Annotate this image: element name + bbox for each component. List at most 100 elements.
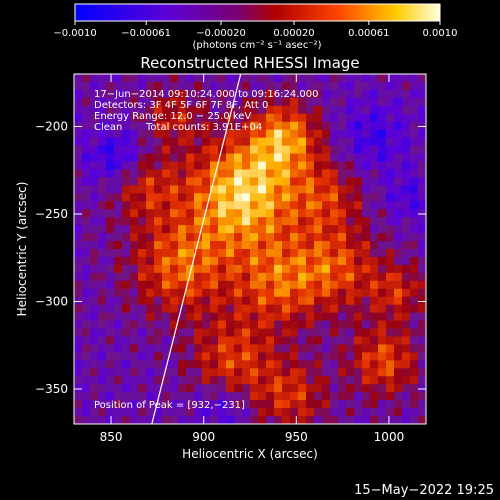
heatmap-cell [266, 416, 275, 424]
heatmap-cell [346, 408, 355, 417]
heatmap-cell [378, 89, 387, 99]
heatmap-cell [114, 249, 123, 258]
heatmap-cell [410, 89, 419, 99]
heatmap-cell [274, 400, 283, 409]
heatmap-cell [186, 193, 195, 202]
heatmap-cell [418, 376, 426, 385]
heatmap-cell [130, 280, 139, 290]
heatmap-cell [266, 217, 275, 226]
heatmap-cell [114, 320, 123, 330]
heatmap-cell [418, 392, 426, 401]
heatmap-cell [146, 185, 155, 194]
heatmap-cell [274, 113, 283, 123]
heatmap-cell [250, 209, 259, 218]
heatmap-cell [370, 121, 379, 131]
heatmap-cell [378, 129, 387, 139]
heatmap-cell [250, 296, 259, 306]
heatmap-cell [410, 296, 419, 306]
heatmap-cell [386, 137, 395, 147]
heatmap-cell [378, 217, 387, 226]
heatmap-cell [306, 320, 315, 330]
heatmap-cell [258, 121, 267, 131]
heatmap-cell [154, 352, 163, 361]
heatmap-cell [162, 113, 171, 123]
heatmap-cell [266, 344, 275, 353]
heatmap-cell [122, 376, 131, 385]
heatmap-cell [82, 121, 91, 131]
heatmap-cell [290, 121, 299, 131]
heatmap-cell [362, 416, 371, 424]
heatmap-cell [250, 233, 259, 242]
heatmap-cell [122, 352, 131, 361]
heatmap-cell [194, 97, 203, 107]
heatmap-cell [410, 201, 419, 210]
heatmap-cell [410, 312, 419, 322]
heatmap-cell [322, 177, 331, 186]
heatmap-cell [354, 145, 363, 155]
heatmap-cell [186, 264, 195, 274]
heatmap-cell [410, 288, 419, 298]
heatmap-cell [354, 241, 363, 250]
heatmap-cell [178, 113, 187, 123]
heatmap-cell [202, 233, 211, 242]
heatmap-cell [354, 233, 363, 242]
heatmap-cell [90, 408, 99, 417]
heatmap-cell [354, 408, 363, 417]
heatmap-cell [258, 97, 267, 107]
heatmap-cell [114, 129, 123, 139]
heatmap-cell [162, 368, 171, 377]
heatmap-cell [322, 241, 331, 250]
heatmap-cell [106, 249, 115, 258]
heatmap-cell [306, 209, 315, 218]
heatmap-cell [122, 328, 131, 338]
heatmap-cell [418, 129, 426, 139]
heatmap-cell [274, 74, 283, 83]
heatmap-cell [186, 169, 195, 178]
heatmap-cell [394, 153, 403, 163]
heatmap-cell [122, 113, 131, 123]
heatmap-cell [162, 105, 171, 115]
heatmap-cell [250, 352, 259, 361]
heatmap-cell [362, 328, 371, 338]
heatmap-cell [274, 368, 283, 377]
heatmap-cell [154, 161, 163, 171]
heatmap-cell [282, 416, 291, 424]
heatmap-cell [114, 97, 123, 107]
heatmap-cell [402, 368, 411, 377]
heatmap-cell [338, 280, 347, 290]
heatmap-cell [98, 280, 107, 290]
heatmap-cell [154, 185, 163, 194]
heatmap-cell [250, 193, 259, 202]
heatmap-cell [314, 312, 323, 322]
heatmap-cell [306, 177, 315, 186]
heatmap-cell [146, 217, 155, 226]
heatmap-cell [242, 384, 251, 393]
heatmap-cell [290, 233, 299, 242]
heatmap-cell [226, 153, 235, 163]
heatmap-cell [202, 153, 211, 163]
heatmap-cell [218, 105, 227, 115]
heatmap-cell [82, 249, 91, 258]
heatmap-cell [410, 137, 419, 147]
heatmap-cell [322, 336, 331, 346]
heatmap-cell [418, 169, 426, 178]
heatmap-cell [218, 384, 227, 393]
heatmap-cell [290, 320, 299, 330]
heatmap-cell [410, 209, 419, 218]
heatmap-cell [226, 296, 235, 306]
heatmap-cell [346, 288, 355, 298]
heatmap-cell [362, 344, 371, 353]
heatmap-cell [362, 145, 371, 155]
heatmap-cell [378, 233, 387, 242]
heatmap-cell [178, 249, 187, 258]
heatmap-cell [98, 272, 107, 282]
heatmap-cell [138, 416, 147, 424]
heatmap-cell [314, 400, 323, 409]
heatmap-cell [266, 225, 275, 234]
heatmap-cell [418, 416, 426, 424]
heatmap-cell [306, 121, 315, 131]
heatmap-cell [298, 264, 307, 274]
heatmap-cell [330, 296, 339, 306]
heatmap-cell [258, 74, 267, 83]
